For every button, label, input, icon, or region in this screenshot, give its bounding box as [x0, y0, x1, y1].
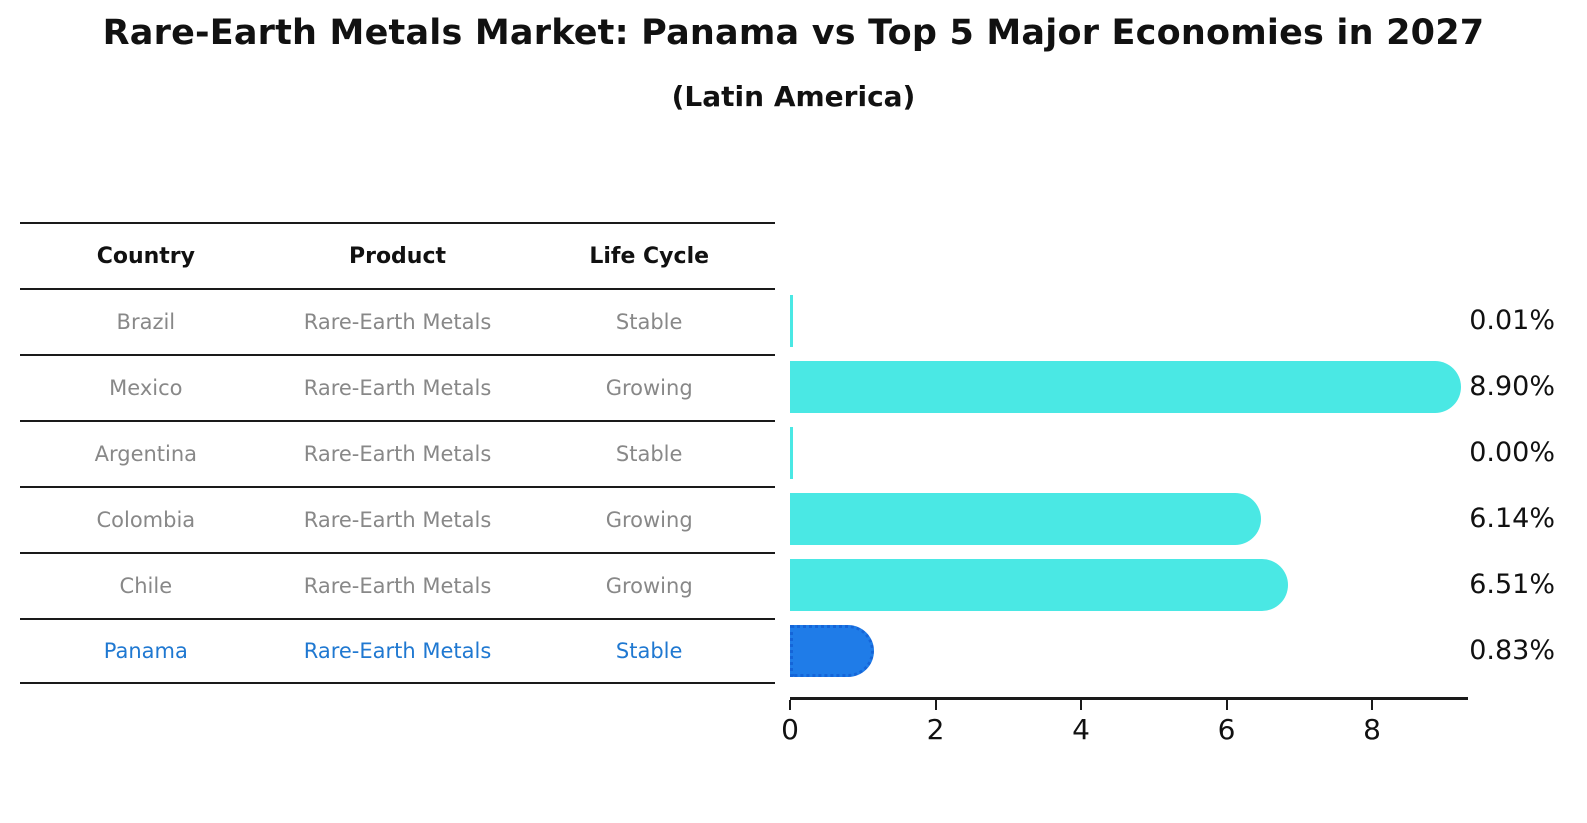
cell-country: Panama: [103, 639, 188, 663]
header-cell-country: Country: [96, 243, 195, 269]
bar-panama: [790, 625, 875, 677]
bar-value-label: 6.51%: [1469, 569, 1555, 600]
table-row-argentina: Argentina Rare-Earth Metals Stable: [20, 420, 775, 486]
tick-label: 4: [1072, 713, 1090, 746]
table-row-panama: Panama Rare-Earth Metals Stable: [20, 618, 775, 684]
cell-life-cycle: Stable: [615, 310, 683, 334]
bar-colombia: [790, 493, 1261, 545]
bar-value-label: 0.01%: [1469, 305, 1555, 336]
cell-country: Chile: [119, 574, 173, 598]
table-row-mexico: Mexico Rare-Earth Metals Growing: [20, 354, 775, 420]
cell-life-cycle: Growing: [605, 508, 693, 532]
bar-row-colombia: 6.14%: [790, 486, 1560, 552]
bar-row-chile: 6.51%: [790, 552, 1560, 618]
header-cell-life-cycle: Life Cycle: [589, 243, 710, 269]
bar-chart: 0.01% 8.90% 0.00% 6.14% 6.51% 0.83%: [781, 222, 1560, 782]
tick-mark: [789, 700, 791, 710]
tick-mark: [934, 700, 937, 710]
bar-argentina: [790, 427, 793, 479]
bar-value-label: 0.00%: [1469, 437, 1555, 468]
tick-mark: [1225, 700, 1228, 710]
cell-product: Rare-Earth Metals: [303, 574, 492, 598]
tick-mark: [1080, 700, 1082, 710]
tick-label: 8: [1363, 713, 1381, 746]
tick-mark: [1371, 700, 1373, 710]
chart-subtitle: (Latin America): [671, 80, 916, 113]
cell-life-cycle: Stable: [615, 639, 683, 663]
cell-life-cycle: Stable: [615, 442, 683, 466]
table-row-brazil: Brazil Rare-Earth Metals Stable: [20, 288, 775, 354]
bar-chile: [790, 559, 1288, 611]
cell-product: Rare-Earth Metals: [303, 639, 492, 663]
x-axis-line: [790, 697, 1468, 700]
cell-life-cycle: Growing: [605, 574, 693, 598]
bar-plot-area: 0.01% 8.90% 0.00% 6.14% 6.51% 0.83%: [790, 288, 1560, 684]
tick-label: 6: [1217, 713, 1236, 746]
header-cell-product: Product: [348, 243, 447, 269]
cell-country: Brazil: [116, 310, 176, 334]
bar-value-label: 6.14%: [1469, 503, 1555, 534]
cell-product: Rare-Earth Metals: [303, 442, 492, 466]
bar-row-argentina: 0.00%: [790, 420, 1560, 486]
cell-country: Mexico: [109, 376, 183, 400]
bar-row-brazil: 0.01%: [790, 288, 1560, 354]
cell-country: Argentina: [94, 442, 198, 466]
tick-label: 2: [926, 713, 945, 746]
cell-life-cycle: Growing: [605, 376, 693, 400]
x-axis: 0 2 4 6 8: [781, 697, 1468, 767]
bar-mexico: [790, 361, 1462, 413]
bar-value-label: 8.90%: [1469, 371, 1555, 402]
bar-brazil: [790, 295, 793, 347]
country-table: Country Product Life Cycle Brazil Rare-E…: [20, 222, 775, 684]
bar-row-panama: 0.83%: [790, 618, 1560, 684]
table-row-chile: Chile Rare-Earth Metals Growing: [20, 552, 775, 618]
bar-value-label: 0.83%: [1469, 635, 1555, 666]
cell-country: Colombia: [96, 508, 196, 532]
cell-product: Rare-Earth Metals: [303, 376, 492, 400]
table-row-colombia: Colombia Rare-Earth Metals Growing: [20, 486, 775, 552]
chart-title: Rare-Earth Metals Market: Panama vs Top …: [102, 13, 1485, 53]
bar-row-mexico: 8.90%: [790, 354, 1560, 420]
cell-product: Rare-Earth Metals: [303, 508, 492, 532]
table-header-row: Country Product Life Cycle: [20, 222, 775, 288]
cell-product: Rare-Earth Metals: [303, 310, 492, 334]
tick-label: 0: [781, 713, 799, 746]
